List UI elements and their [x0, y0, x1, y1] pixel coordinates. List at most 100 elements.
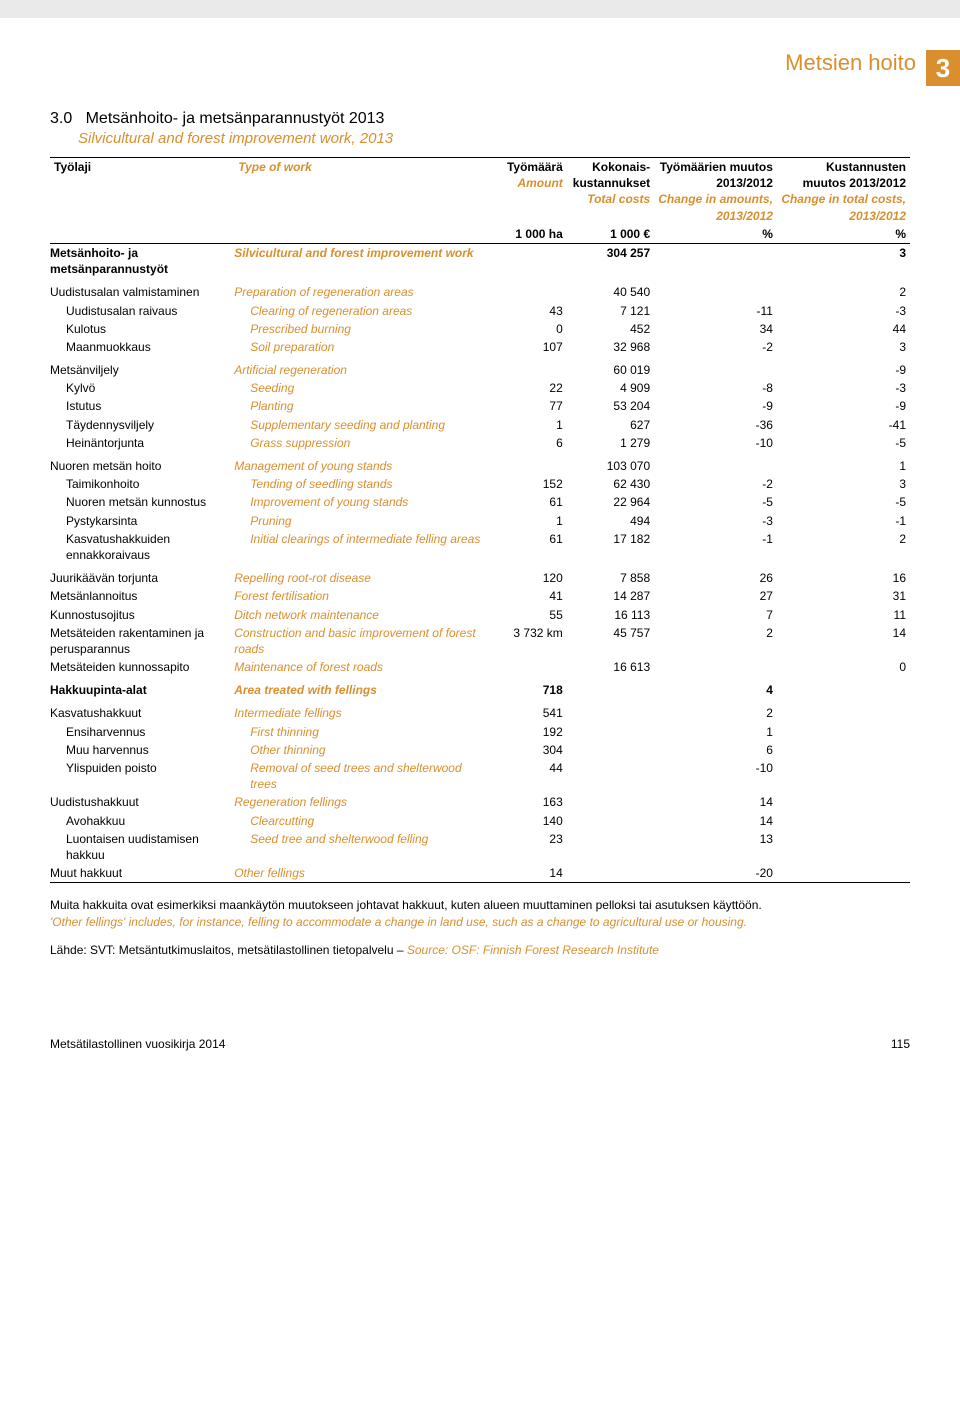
- table-units-row: 1 000 ha 1 000 € % %: [50, 225, 910, 244]
- cell-value: -3: [777, 302, 910, 320]
- cell-value: -8: [654, 379, 777, 397]
- cell-label-fi: Muu harvennus: [50, 741, 234, 759]
- cell-value: 14: [654, 793, 777, 811]
- cell-value: 26: [654, 564, 777, 587]
- cell-label-en: Soil preparation: [234, 338, 495, 356]
- cell-value: -5: [654, 493, 777, 511]
- cell-value: 7: [654, 606, 777, 624]
- header-title: Metsien hoito: [50, 50, 926, 76]
- cell-value: -2: [654, 475, 777, 493]
- cell-value: [567, 759, 654, 793]
- cell-label-fi: Ylispuiden poisto: [50, 759, 234, 793]
- table-row: KulotusPrescribed burning04523444: [50, 320, 910, 338]
- cell-value: 3: [777, 475, 910, 493]
- source-en: Source: OSF: Finnish Forest Research Ins…: [407, 943, 659, 957]
- table-row: Ylispuiden poistoRemoval of seed trees a…: [50, 759, 910, 793]
- cell-label-en: Clearing of regeneration areas: [234, 302, 495, 320]
- cell-value: 3 732 km: [495, 624, 567, 658]
- cell-value: 0: [495, 320, 567, 338]
- cell-value: [777, 812, 910, 830]
- cell-label-fi: Avohakkuu: [50, 812, 234, 830]
- cell-value: 152: [495, 475, 567, 493]
- cell-label-fi: Pystykarsinta: [50, 512, 234, 530]
- cell-label-fi: Kunnostusojitus: [50, 606, 234, 624]
- cell-value: 27: [654, 587, 777, 605]
- data-table: Työlaji Type of work Työmäärä Amount Kok…: [50, 157, 910, 885]
- cell-value: 718: [495, 676, 567, 699]
- cell-value: [777, 830, 910, 864]
- cell-label-fi: Nuoren metsän hoito: [50, 452, 234, 475]
- cell-value: 2: [777, 278, 910, 301]
- cell-value: 14: [495, 864, 567, 883]
- cell-value: 103 070: [567, 452, 654, 475]
- cell-value: -9: [777, 397, 910, 415]
- col-header-change-cost: Kustannusten muutos 2013/2012 Change in …: [777, 158, 910, 225]
- table-row: Uudistusalan valmistaminenPreparation of…: [50, 278, 910, 301]
- cell-value: -41: [777, 416, 910, 434]
- cell-value: [567, 676, 654, 699]
- col-header-change-amount: Työmäärien muutos 2013/2012 Change in am…: [654, 158, 777, 225]
- cell-label-en: Forest fertilisation: [234, 587, 495, 605]
- table-row: Metsäteiden rakentaminen ja perusparannu…: [50, 624, 910, 658]
- cell-value: 41: [495, 587, 567, 605]
- cell-value: [567, 723, 654, 741]
- cell-value: [654, 356, 777, 379]
- cell-value: 16 613: [567, 658, 654, 676]
- table-row: HeinäntorjuntaGrass suppression61 279-10…: [50, 434, 910, 452]
- cell-value: [777, 759, 910, 793]
- cell-value: [777, 676, 910, 699]
- cell-value: [567, 793, 654, 811]
- unit-area: 1 000 ha: [495, 225, 567, 244]
- cell-value: [567, 699, 654, 722]
- cell-value: -2: [654, 338, 777, 356]
- cell-label-fi: Luontaisen uudistamisen hakkuu: [50, 830, 234, 864]
- page-header: Metsien hoito 3: [50, 50, 910, 86]
- table-row: MetsänviljelyArtificial regeneration60 0…: [50, 356, 910, 379]
- cell-label-fi: Uudistushakkuut: [50, 793, 234, 811]
- cell-label-fi: Maanmuokkaus: [50, 338, 234, 356]
- cell-value: 17 182: [567, 530, 654, 564]
- cell-label-en: Prescribed burning: [234, 320, 495, 338]
- cell-value: 32 968: [567, 338, 654, 356]
- cell-value: 53 204: [567, 397, 654, 415]
- cell-value: 77: [495, 397, 567, 415]
- table-row: Kasvatushakkuiden ennakkoraivausInitial …: [50, 530, 910, 564]
- cell-value: 1: [777, 452, 910, 475]
- table-row: Muu harvennusOther thinning3046: [50, 741, 910, 759]
- cell-value: [777, 741, 910, 759]
- cell-value: 7 121: [567, 302, 654, 320]
- cell-value: 23: [495, 830, 567, 864]
- cell-label-en: Intermediate fellings: [234, 699, 495, 722]
- cell-value: 44: [777, 320, 910, 338]
- table-row: TaimikonhoitoTending of seedling stands1…: [50, 475, 910, 493]
- cell-label-fi: Metsänviljely: [50, 356, 234, 379]
- cell-value: -1: [654, 530, 777, 564]
- cell-value: 22 964: [567, 493, 654, 511]
- cell-value: 14: [777, 624, 910, 658]
- table-header-row: Työlaji Type of work Työmäärä Amount Kok…: [50, 158, 910, 225]
- cell-value: [567, 741, 654, 759]
- cell-value: 13: [654, 830, 777, 864]
- cell-value: 107: [495, 338, 567, 356]
- cell-label-fi: Kasvatushakkuiden ennakkoraivaus: [50, 530, 234, 564]
- cell-value: 192: [495, 723, 567, 741]
- cell-value: 6: [495, 434, 567, 452]
- cell-value: [777, 699, 910, 722]
- cell-value: -3: [654, 512, 777, 530]
- cell-label-fi: Hakkuupinta-alat: [50, 676, 234, 699]
- cell-value: 1: [654, 723, 777, 741]
- cell-value: 2: [654, 699, 777, 722]
- cell-value: -1: [777, 512, 910, 530]
- cell-label-fi: Juurikäävän torjunta: [50, 564, 234, 587]
- cell-label-en: Tending of seedling stands: [234, 475, 495, 493]
- cell-label-en: Maintenance of forest roads: [234, 658, 495, 676]
- col-header-amount: Työmäärä Amount: [495, 158, 567, 225]
- cell-value: 140: [495, 812, 567, 830]
- cell-value: -11: [654, 302, 777, 320]
- cell-label-en: Seed tree and shelterwood felling: [234, 830, 495, 864]
- cell-value: 4: [654, 676, 777, 699]
- table-row: Luontaisen uudistamisen hakkuuSeed tree …: [50, 830, 910, 864]
- cell-value: [495, 243, 567, 278]
- cell-value: [495, 278, 567, 301]
- cell-label-en: Clearcutting: [234, 812, 495, 830]
